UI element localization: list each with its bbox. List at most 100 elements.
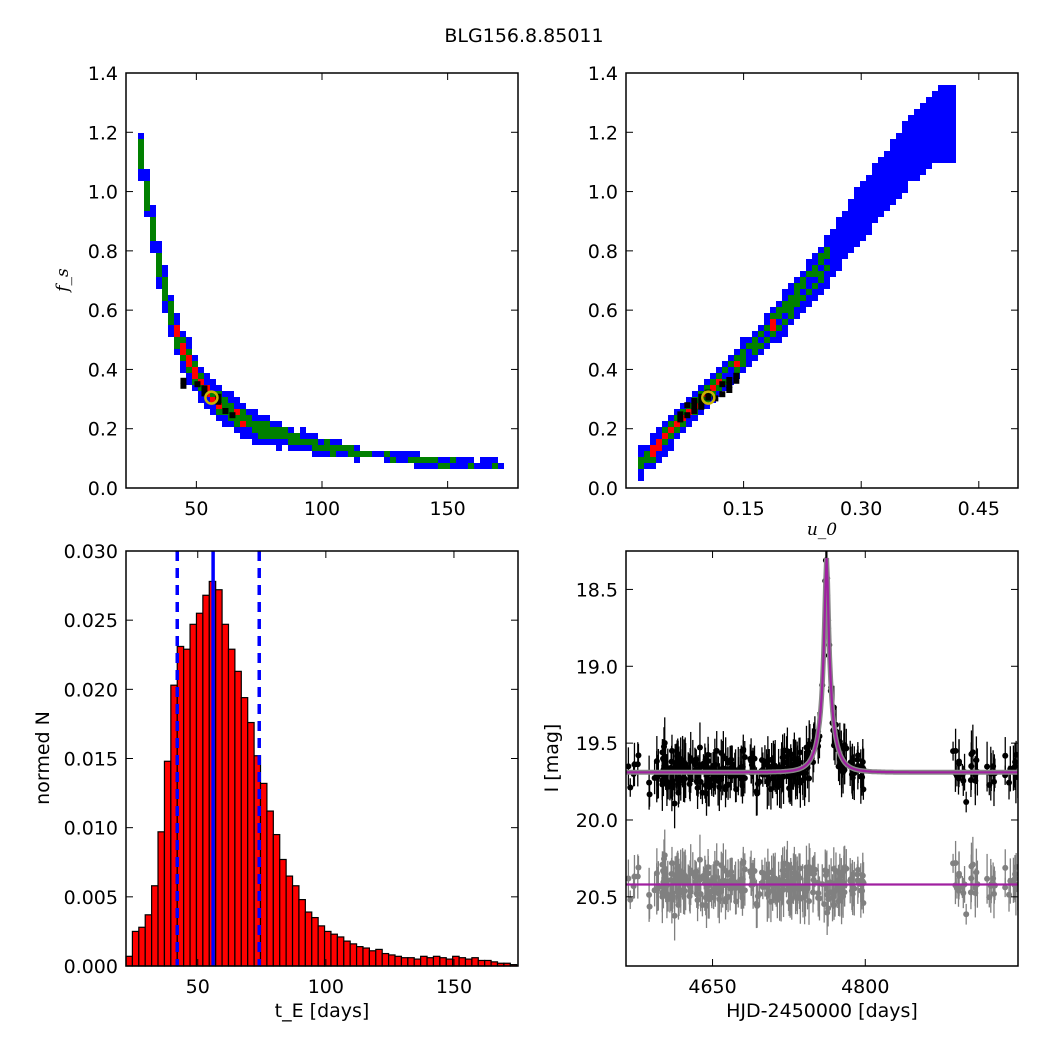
density-cell-middle — [222, 397, 228, 403]
histogram-bar — [439, 957, 447, 967]
data-point — [660, 757, 667, 764]
density-cell-middle — [824, 253, 830, 259]
data-point — [805, 748, 812, 755]
histogram-bar — [259, 782, 268, 967]
density-cell-inner — [210, 397, 216, 403]
density-cell-outer — [276, 445, 282, 451]
density-cell-outer — [174, 319, 180, 325]
density-cell-outer — [300, 433, 306, 439]
histogram-bar — [330, 933, 338, 967]
data-point — [764, 778, 771, 785]
density-cell-outer — [896, 181, 902, 187]
density-cell-outer — [890, 169, 896, 175]
density-cell-outer — [926, 133, 932, 139]
density-cell-outer — [806, 259, 812, 265]
data-point — [843, 745, 850, 752]
density-cell-outer — [932, 103, 938, 109]
data-point — [668, 780, 675, 787]
density-cell-outer — [884, 175, 890, 181]
residual-point — [701, 875, 708, 882]
density-cell-outer — [842, 241, 848, 247]
density-cell-outer — [728, 367, 734, 373]
density-cell-outer — [228, 391, 234, 397]
histogram-bar — [298, 898, 306, 967]
density-cell-outer — [692, 415, 698, 421]
density-cell-outer — [830, 265, 836, 271]
density-cell-outer — [878, 175, 884, 181]
density-cell-outer — [884, 151, 890, 157]
density-cell-outer — [704, 403, 710, 409]
residual-point — [973, 869, 980, 876]
density-cell-outer — [878, 157, 884, 163]
density-cell-middle — [258, 427, 264, 433]
density-cell-outer — [680, 403, 686, 409]
density-cell-outer — [854, 199, 860, 205]
panel-fs-vs-u0: 0.15 0.30 0.45 0.0 0.2 0.4 0.6 0.8 1.0 1.2 1.4 u_0 — [588, 63, 1019, 540]
density-cell-outer — [252, 439, 258, 445]
histogram-bar — [368, 950, 377, 967]
density-cell-outer — [252, 433, 258, 439]
density-cell-middle — [722, 367, 728, 373]
density-cell-inner — [650, 451, 656, 457]
density-cell-middle — [156, 253, 162, 259]
y-tick-label: 0.4 — [588, 359, 618, 381]
residual-point — [986, 894, 993, 901]
density-cell-outer — [330, 439, 336, 445]
density-cell-outer — [920, 103, 926, 109]
density-cell-middle — [312, 439, 318, 445]
histogram-bar — [151, 885, 159, 967]
density-cell-outer — [318, 439, 324, 445]
density-cell-outer — [656, 427, 662, 433]
density-cell-outer — [890, 187, 896, 193]
density-cell-outer — [836, 265, 842, 271]
density-cell-outer — [270, 439, 276, 445]
density-cell-outer — [222, 391, 228, 397]
histogram-bar — [247, 721, 255, 967]
density-cell-middle — [282, 427, 288, 433]
density-cell-outer — [902, 175, 908, 181]
residual-point — [810, 877, 817, 884]
residual-point — [689, 870, 696, 877]
density-cell-middle — [258, 421, 264, 427]
density-cell-outer — [878, 163, 884, 169]
density-cell-outer — [866, 193, 872, 199]
histogram-bar — [138, 926, 146, 967]
density-cell-outer — [902, 157, 908, 163]
density-cell-middle — [138, 139, 144, 145]
data-point — [627, 784, 634, 791]
density-cell-outer — [830, 241, 836, 247]
density-cell-outer — [162, 265, 168, 271]
density-cell-outer — [198, 397, 204, 403]
density-cell-outer — [950, 139, 956, 145]
density-cell-outer — [902, 145, 908, 151]
density-cell-outer — [944, 127, 950, 133]
density-cell-middle — [734, 367, 740, 373]
density-cell-outer — [878, 205, 884, 211]
residual-point — [791, 869, 798, 876]
density-cell-outer — [680, 427, 686, 433]
density-cell-outer — [258, 415, 264, 421]
density-cell-outer — [848, 229, 854, 235]
density-cell-outer — [866, 229, 872, 235]
density-cell-inner — [174, 331, 180, 337]
density-cell-outer — [704, 379, 710, 385]
density-cell-outer — [638, 445, 644, 451]
histogram-bar — [131, 930, 140, 967]
x-tick-label: 100 — [308, 976, 344, 998]
histogram-bar — [291, 885, 300, 967]
density-cell-inner — [710, 385, 716, 391]
density-cell-outer — [716, 367, 722, 373]
density-cell-outer — [728, 355, 734, 361]
x-tick-label: 0.30 — [840, 498, 882, 520]
density-cell-middle — [198, 385, 204, 391]
data-point — [723, 783, 730, 790]
density-cell-middle — [240, 409, 246, 415]
density-cell-outer — [920, 133, 926, 139]
density-cell-middle — [162, 283, 168, 289]
density-cell-outer — [168, 295, 174, 301]
density-cell-core — [180, 377, 187, 384]
density-cell-middle — [782, 319, 788, 325]
density-cell-outer — [674, 433, 680, 439]
density-cell-outer — [890, 163, 896, 169]
density-cell-middle — [348, 445, 354, 451]
